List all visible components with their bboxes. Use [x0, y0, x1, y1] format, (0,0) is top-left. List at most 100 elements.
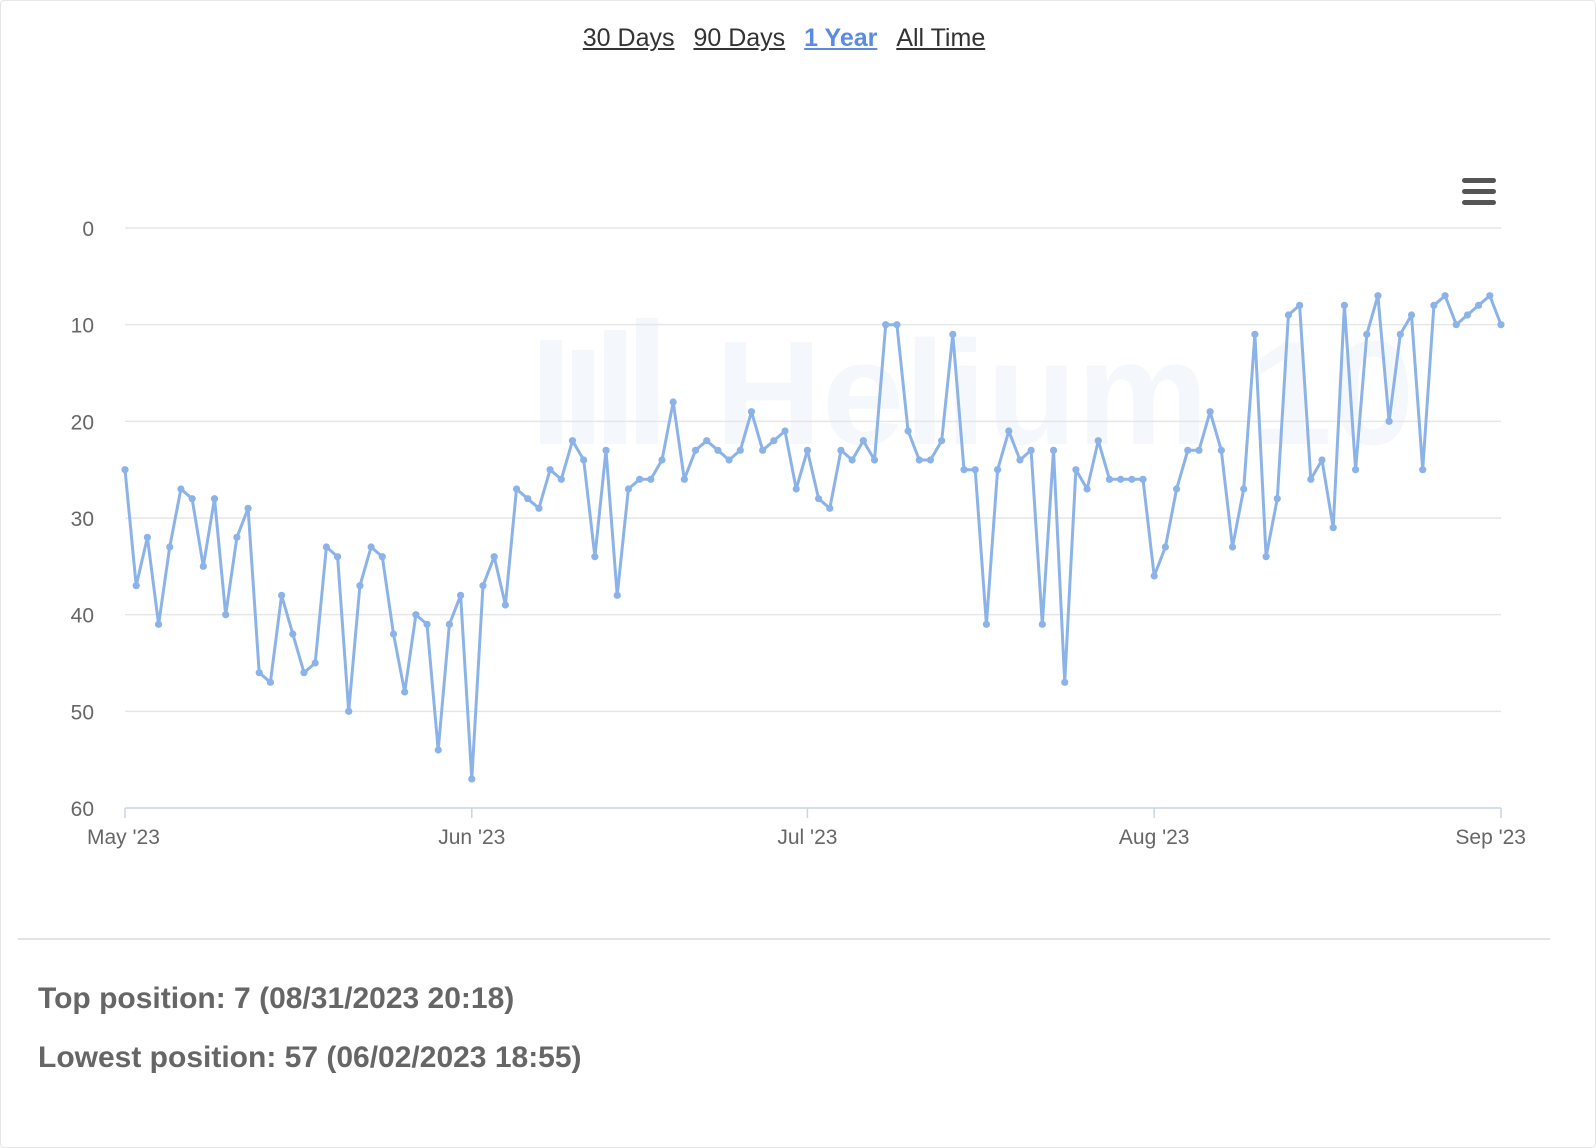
data-point[interactable]: [1452, 321, 1460, 329]
data-point[interactable]: [904, 427, 912, 435]
data-point[interactable]: [703, 437, 711, 445]
data-point[interactable]: [870, 456, 879, 464]
data-point[interactable]: [1374, 292, 1382, 300]
chart-menu-button[interactable]: [1462, 178, 1496, 208]
data-point[interactable]: [1475, 301, 1483, 309]
data-point[interactable]: [266, 678, 275, 686]
data-point[interactable]: [1273, 495, 1281, 503]
data-point[interactable]: [244, 504, 252, 512]
data-point[interactable]: [434, 746, 442, 754]
data-point[interactable]: [803, 446, 812, 454]
data-point[interactable]: [255, 669, 263, 677]
data-point[interactable]: [680, 475, 688, 483]
data-point[interactable]: [1105, 475, 1114, 483]
data-point[interactable]: [1139, 475, 1147, 483]
data-point[interactable]: [725, 456, 733, 464]
data-point[interactable]: [311, 659, 319, 667]
data-point[interactable]: [915, 456, 923, 464]
data-point[interactable]: [1262, 553, 1270, 561]
tab-1-year[interactable]: 1 Year: [804, 24, 878, 52]
data-point[interactable]: [1228, 543, 1237, 551]
data-point[interactable]: [747, 408, 756, 416]
data-point[interactable]: [1016, 456, 1024, 464]
data-point[interactable]: [613, 591, 621, 599]
data-point[interactable]: [926, 456, 935, 464]
data-point[interactable]: [770, 437, 778, 445]
data-point[interactable]: [1419, 466, 1427, 474]
data-point[interactable]: [647, 475, 655, 483]
data-point[interactable]: [356, 582, 364, 590]
data-point[interactable]: [367, 543, 375, 551]
data-point[interactable]: [826, 504, 834, 512]
data-point[interactable]: [1441, 292, 1449, 300]
data-point[interactable]: [602, 446, 610, 454]
data-point[interactable]: [222, 611, 230, 619]
data-point[interactable]: [859, 437, 867, 445]
data-point[interactable]: [960, 466, 968, 474]
data-point[interactable]: [445, 620, 454, 628]
data-point[interactable]: [1463, 311, 1472, 319]
data-point[interactable]: [143, 533, 151, 541]
data-point[interactable]: [1307, 475, 1315, 483]
data-point[interactable]: [188, 495, 196, 503]
data-point[interactable]: [1150, 572, 1158, 580]
tab-all-time[interactable]: All Time: [896, 24, 986, 52]
data-point[interactable]: [457, 591, 465, 599]
data-point[interactable]: [938, 437, 946, 445]
data-point[interactable]: [468, 775, 476, 783]
data-point[interactable]: [893, 321, 901, 329]
data-point[interactable]: [1038, 620, 1046, 628]
data-point[interactable]: [1318, 456, 1326, 464]
data-point[interactable]: [423, 620, 431, 628]
data-point[interactable]: [345, 707, 353, 715]
data-point[interactable]: [993, 466, 1002, 474]
data-point[interactable]: [1486, 292, 1494, 300]
data-point[interactable]: [971, 466, 979, 474]
data-point[interactable]: [1217, 446, 1225, 454]
data-point[interactable]: [1396, 330, 1404, 338]
data-point[interactable]: [759, 446, 767, 454]
tab-30-days[interactable]: 30 Days: [582, 24, 675, 52]
data-point[interactable]: [1005, 427, 1013, 435]
data-point[interactable]: [949, 330, 957, 338]
data-point[interactable]: [1161, 543, 1169, 551]
data-point[interactable]: [1206, 408, 1214, 416]
data-point[interactable]: [669, 398, 677, 406]
data-point[interactable]: [546, 466, 554, 474]
data-point[interactable]: [1128, 475, 1136, 483]
data-point[interactable]: [1172, 485, 1181, 493]
data-point[interactable]: [982, 620, 990, 628]
data-point[interactable]: [814, 495, 823, 503]
data-point[interactable]: [378, 553, 386, 561]
data-point[interactable]: [412, 611, 420, 619]
data-point[interactable]: [166, 543, 174, 551]
data-point[interactable]: [624, 485, 633, 493]
data-point[interactable]: [490, 553, 498, 561]
data-point[interactable]: [524, 495, 532, 503]
data-point[interactable]: [1027, 446, 1035, 454]
data-point[interactable]: [1049, 446, 1058, 454]
data-point[interactable]: [792, 485, 800, 493]
data-point[interactable]: [132, 582, 140, 590]
data-point[interactable]: [535, 504, 543, 512]
data-point[interactable]: [121, 466, 129, 474]
data-point[interactable]: [289, 630, 297, 638]
data-point[interactable]: [1351, 466, 1360, 474]
data-point[interactable]: [882, 321, 890, 329]
data-point[interactable]: [557, 475, 565, 483]
data-point[interactable]: [233, 533, 241, 541]
data-point[interactable]: [1430, 301, 1438, 309]
data-point[interactable]: [177, 485, 185, 493]
data-point[interactable]: [1251, 330, 1259, 338]
data-point[interactable]: [1184, 446, 1192, 454]
data-point[interactable]: [210, 495, 219, 503]
data-point[interactable]: [1240, 485, 1248, 493]
data-point[interactable]: [848, 456, 856, 464]
data-point[interactable]: [1083, 485, 1091, 493]
data-point[interactable]: [1195, 446, 1203, 454]
data-point[interactable]: [1385, 417, 1393, 425]
data-point[interactable]: [333, 553, 342, 561]
data-point[interactable]: [568, 437, 577, 445]
data-point[interactable]: [1296, 301, 1304, 309]
data-point[interactable]: [1340, 301, 1348, 309]
